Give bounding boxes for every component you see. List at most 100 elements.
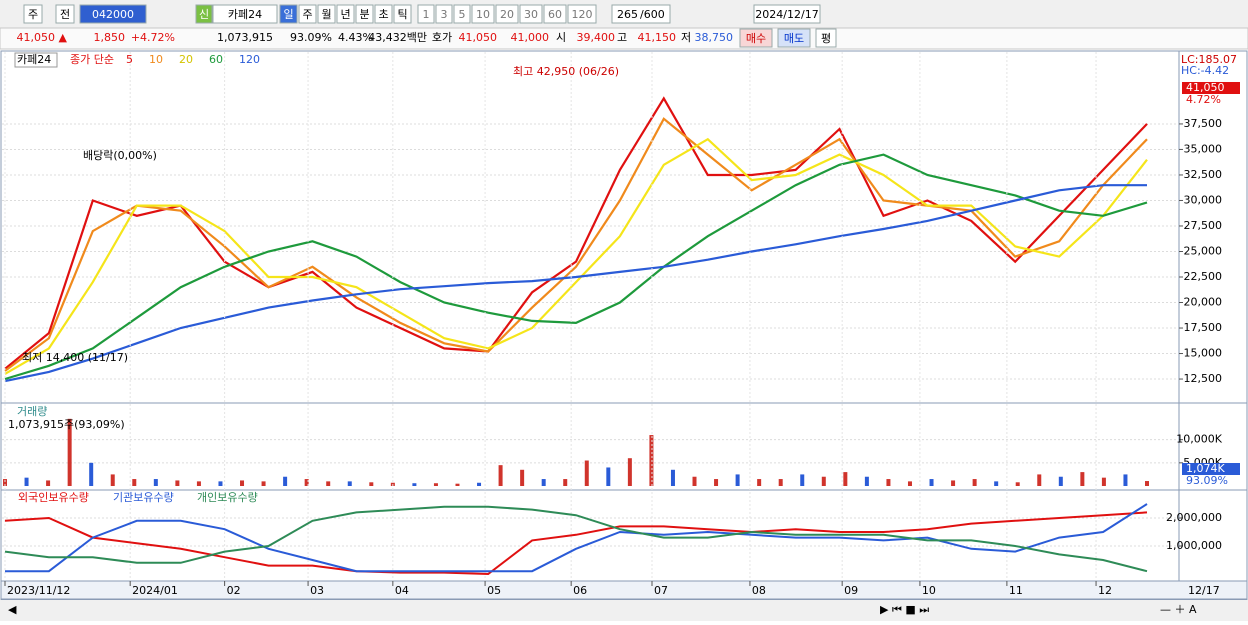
legend-entry[interactable]: 개인보유수량 (197, 491, 258, 504)
volume-bar (153, 479, 158, 486)
interval-box[interactable] (393, 4, 412, 24)
interval[interactable]: 년 (340, 8, 350, 21)
volume-bar (584, 460, 589, 486)
volume-bar (1145, 481, 1149, 486)
volume-bar (606, 467, 611, 486)
stock-name[interactable]: 카페24 (228, 8, 262, 21)
y-tick-label: 27,500 (1184, 219, 1223, 232)
x-tick-label: 11 (1009, 584, 1023, 597)
tick-interval-box[interactable] (519, 4, 543, 24)
sell-button[interactable]: 매도 (784, 32, 804, 45)
volume-bar (3, 479, 7, 486)
tick-interval[interactable]: 3 (441, 8, 448, 21)
tick-interval[interactable]: 10 (476, 8, 490, 21)
avg-button-box[interactable] (815, 28, 837, 48)
volume-bar (1058, 476, 1063, 486)
interval[interactable]: 일 (283, 7, 293, 21)
interval[interactable]: 초 (378, 8, 388, 21)
y-tick-label: 10,000K (1176, 433, 1222, 446)
x-tick-label: 12 (1098, 584, 1112, 597)
interval[interactable]: 주 (302, 8, 312, 21)
legend-entry[interactable]: 20 (179, 53, 193, 66)
interval[interactable]: 틱 (397, 8, 407, 21)
date[interactable]: 2024/12/17 (755, 8, 818, 21)
volume-bar (175, 480, 180, 486)
legend-entry[interactable]: 10 (149, 53, 163, 66)
tick-interval[interactable]: 120 (572, 8, 593, 21)
volume-bar (886, 479, 891, 486)
x-tick-label: 10 (922, 584, 936, 597)
period-box[interactable] (23, 4, 43, 24)
quote-low: 38,750 (695, 31, 734, 44)
interval-box[interactable] (298, 4, 317, 24)
series-line (4, 184, 1147, 383)
y-tick-label: 2,000,000 (1166, 511, 1222, 524)
x-axis-bg (0, 580, 1248, 600)
scroll-controls[interactable]: ▶ ⏮ ■ ⏭ (880, 603, 929, 616)
tick-interval[interactable]: 1 (423, 8, 430, 21)
legend-entry[interactable]: 60 (209, 53, 223, 66)
volume-bar (929, 479, 934, 486)
zoom-controls[interactable]: — ＋ A (1160, 603, 1197, 616)
tick-interval-box[interactable] (471, 4, 495, 24)
stock-code-box[interactable] (79, 4, 147, 24)
prev-box[interactable] (55, 4, 75, 24)
volume-bar (498, 465, 503, 486)
tick-interval-box[interactable] (417, 4, 435, 24)
annotation: 배당락(0,00%) (83, 149, 157, 162)
tick-interval-box[interactable] (567, 4, 597, 24)
interval-box[interactable] (279, 4, 298, 24)
tick-interval-box[interactable] (543, 4, 567, 24)
volume-bar (907, 481, 912, 486)
tick-interval[interactable]: 20 (500, 8, 514, 21)
date-box[interactable] (753, 4, 821, 24)
interval[interactable]: 월 (321, 8, 331, 21)
interval-box[interactable] (317, 4, 336, 24)
y-tick-label: 12,500 (1184, 372, 1223, 385)
legend-entry[interactable]: 외국인보유수량 (18, 491, 89, 504)
buy-button[interactable]: 매수 (746, 32, 766, 45)
chart-title: 카페24 (17, 53, 51, 66)
x-tick-label: 08 (752, 584, 766, 597)
credit[interactable]: 신 (199, 8, 209, 21)
series-line (4, 153, 1148, 381)
tick-interval[interactable]: 60 (548, 8, 562, 21)
annotation: 최고 42,950 (06/26) (513, 65, 619, 78)
volume-bar (692, 476, 697, 486)
legend-entry[interactable]: 120 (239, 53, 260, 66)
tick-interval[interactable]: 5 (459, 8, 466, 21)
interval-box[interactable] (374, 4, 393, 24)
tick-interval[interactable]: 30 (524, 8, 538, 21)
volume-bar (347, 481, 352, 486)
volume-bar (520, 469, 525, 486)
interval-box[interactable] (355, 4, 374, 24)
interval-box[interactable] (336, 4, 355, 24)
interval[interactable]: 분 (359, 8, 369, 21)
volume-bar (110, 474, 115, 486)
scrollbar[interactable] (0, 600, 1248, 621)
quote-high-label: 고 (617, 31, 627, 44)
x-tick-label: 09 (844, 584, 858, 597)
period[interactable]: 주 (28, 8, 38, 21)
volume-bar (455, 483, 460, 486)
tick-interval-box[interactable] (495, 4, 519, 24)
tick-interval-box[interactable] (435, 4, 453, 24)
count-box[interactable] (611, 4, 671, 24)
series-line (4, 117, 1148, 372)
side-label: 4.72% (1186, 93, 1221, 106)
legend-entry[interactable]: 5 (126, 53, 133, 66)
credit-box[interactable] (195, 4, 213, 24)
volume-bar (1015, 482, 1020, 486)
sell-button-box[interactable] (777, 28, 811, 48)
stock-code[interactable]: 042000 (92, 8, 134, 21)
tick-interval-box[interactable] (453, 4, 471, 24)
stock-name-box[interactable] (212, 4, 278, 24)
avg-button[interactable]: 평 (821, 32, 831, 45)
quote-change: 1,850 (94, 31, 126, 44)
prev[interactable]: 전 (60, 8, 70, 21)
quote-ask: 41,050 (459, 31, 498, 44)
scroll-left[interactable]: ◀ (8, 603, 17, 616)
legend-entry[interactable]: 기관보유수량 (113, 491, 174, 504)
volume-bar (283, 476, 288, 486)
buy-button-box[interactable] (739, 28, 773, 48)
